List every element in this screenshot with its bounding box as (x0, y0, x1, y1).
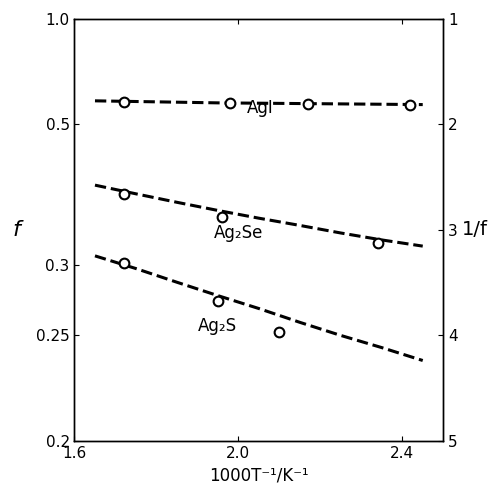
Y-axis label: 1/f: 1/f (462, 220, 487, 239)
Y-axis label: f: f (12, 220, 20, 240)
Text: AgI: AgI (246, 99, 274, 117)
Text: Ag₂S: Ag₂S (198, 317, 236, 334)
X-axis label: 1000T⁻¹/K⁻¹: 1000T⁻¹/K⁻¹ (209, 467, 308, 485)
Text: Ag₂Se: Ag₂Se (214, 224, 263, 242)
